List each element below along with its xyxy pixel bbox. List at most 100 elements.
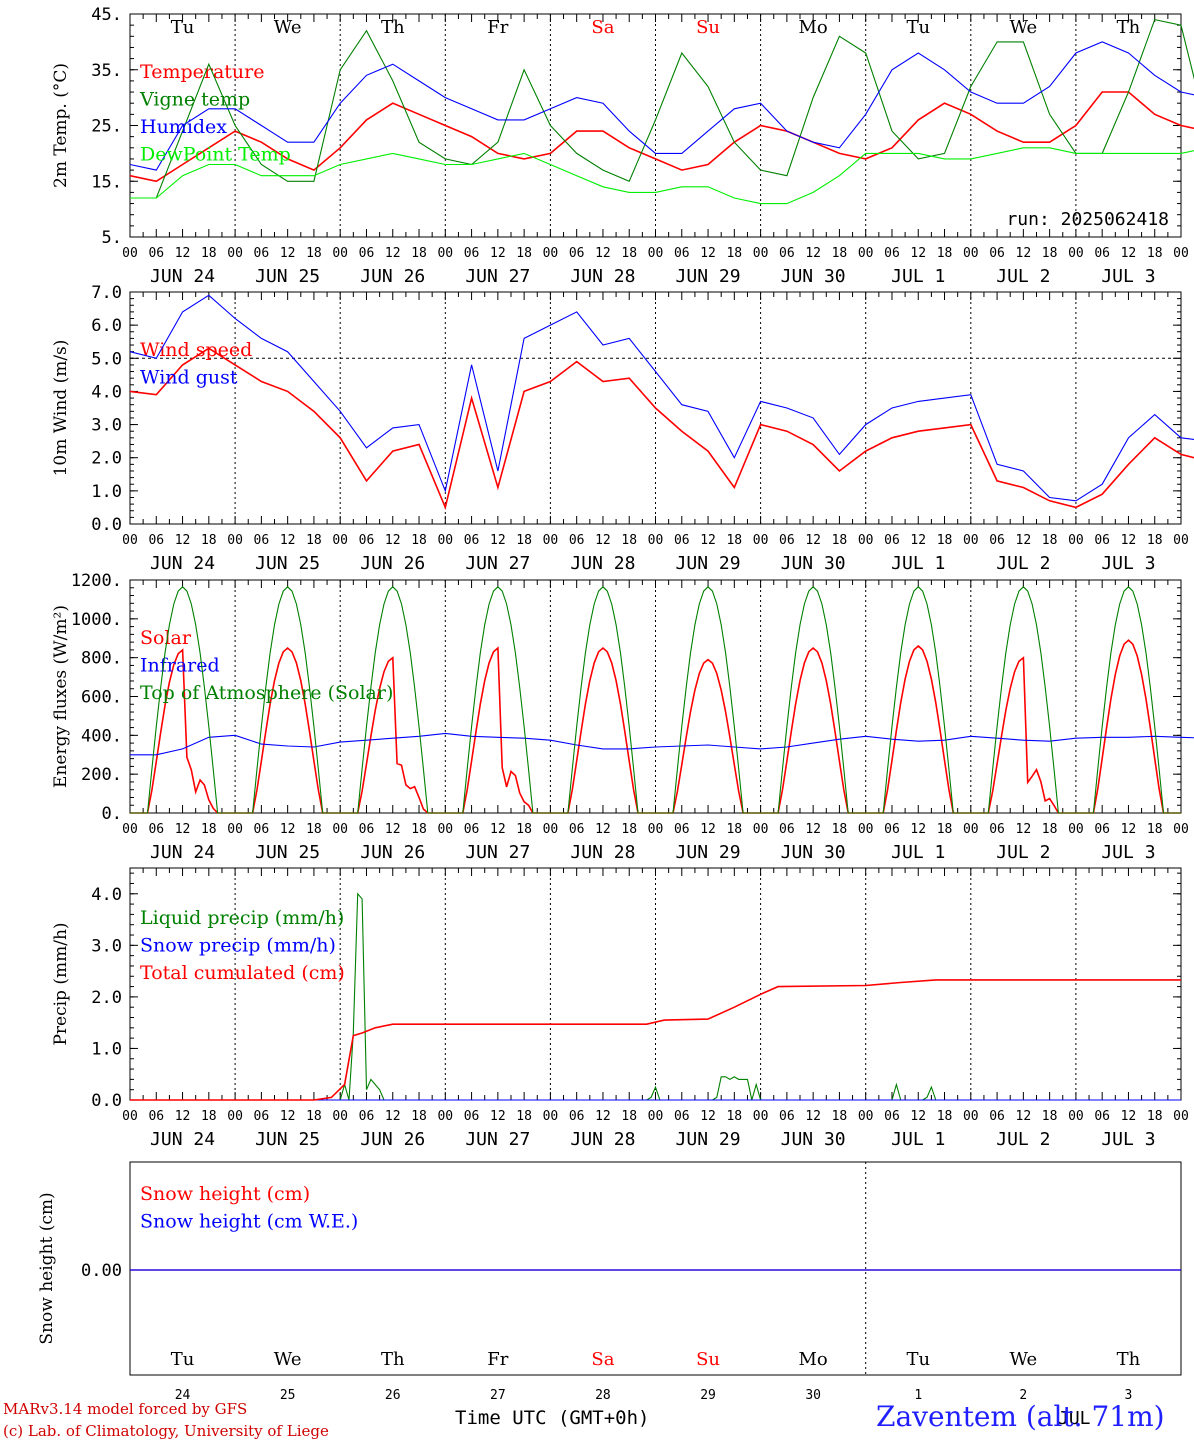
hour-tick-label: 18 [516,1109,532,1124]
legend-entry: Temperature [140,61,264,83]
hour-tick-label: 00 [332,1109,348,1124]
hour-tick-label: 12 [700,533,716,548]
hour-tick-label: 12 [595,822,611,837]
y-axis-label: Snow height (cm) [37,1192,57,1344]
date-label: JUL 3 [1101,266,1155,287]
hour-tick-label: 12 [175,1109,191,1124]
day-of-week-label: Sa [591,17,614,38]
y-tick-label: 6.0 [91,316,122,336]
hour-tick-label: 00 [648,246,664,261]
day-number-label: 30 [805,1388,821,1403]
hour-tick-label: 18 [937,1109,953,1124]
series-line-1 [129,347,1194,510]
date-label: JUL 2 [996,553,1050,574]
day-number-label: 1 [914,1388,922,1403]
hour-tick-label: 18 [201,1109,217,1124]
hour-tick-label: 06 [674,533,690,548]
day-of-week-label: Mo [799,1349,828,1370]
hour-tick-label: 00 [227,1109,243,1124]
date-label: JUN 26 [360,1129,425,1150]
y-axis-label: 10m Wind (m/s) [51,340,71,477]
panel-3: 00 06 12 18 00 06 12 18 00 06 12 18 00 06 12 18 00 06 12 18… [51,571,1194,863]
day-number-label: 28 [595,1388,611,1403]
hour-tick-label: 00 [1173,1109,1189,1124]
date-label: JUL 1 [891,1129,945,1150]
hour-tick-label: 18 [201,822,217,837]
date-label: JUL 2 [996,1129,1050,1150]
date-label: JUN 24 [150,842,215,863]
y-tick-label: 1.0 [91,482,122,502]
series-line-1 [129,91,1194,183]
hour-tick-label: 00 [122,1109,138,1124]
date-label: JUN 26 [360,553,425,574]
hour-tick-label: 18 [726,246,742,261]
x-axis-title: Time UTC (GMT+0h) [455,1407,649,1429]
date-label: JUL 3 [1101,842,1155,863]
hour-tick-label: 18 [832,1109,848,1124]
hour-tick-label: 18 [1147,533,1163,548]
date-label: JUL 3 [1101,1129,1155,1150]
date-label: JUN 27 [465,842,530,863]
hour-tick-label: 12 [700,246,716,261]
hour-tick-label: 18 [411,533,427,548]
date-label: JUN 27 [465,553,530,574]
day-of-week-label: We [274,17,302,38]
y-tick-label: 1.0 [91,1039,122,1059]
legend-entry: Wind speed [140,339,252,361]
hour-tick-label: 18 [832,533,848,548]
hour-tick-label: 00 [753,246,769,261]
hour-tick-label: 00 [437,1109,453,1124]
hour-tick-label: 12 [385,533,401,548]
date-label: JUN 27 [465,266,530,287]
hour-tick-label: 18 [411,246,427,261]
hour-tick-label: 06 [989,246,1005,261]
hour-tick-label: 18 [516,533,532,548]
panel-4: 00 06 12 18 00 06 12 18 00 06 12 18 00 06 12 18 00 06 12 18… [51,867,1189,1150]
hour-tick-label: 12 [385,246,401,261]
hour-tick-label: 12 [1121,1109,1137,1124]
hour-tick-label: 06 [1094,533,1110,548]
hour-tick-label: 18 [937,822,953,837]
hour-tick-label: 12 [490,1109,506,1124]
hour-tick-label: 18 [201,533,217,548]
hour-tick-label: 12 [1121,533,1137,548]
hour-tick-label: 06 [464,246,480,261]
hour-tick-label: 18 [411,1109,427,1124]
hour-tick-label: 06 [989,822,1005,837]
date-label: JUN 25 [255,266,320,287]
hour-tick-label: 00 [1068,246,1084,261]
date-label: JUN 30 [781,1129,846,1150]
day-number-label: 29 [700,1388,716,1403]
date-label: JUN 24 [150,1129,215,1150]
hour-tick-label: 06 [884,1109,900,1124]
hour-tick-label: 06 [569,1109,585,1124]
hour-tick-label: 00 [753,533,769,548]
date-label: JUL 3 [1101,553,1155,574]
hour-tick-label: 18 [201,246,217,261]
hour-tick-label: 00 [122,822,138,837]
series-line-1 [322,892,1181,1101]
hour-tick-label: 18 [306,1109,322,1124]
day-number-label: 26 [385,1388,401,1403]
hour-tick-label: 12 [910,246,926,261]
day-of-week-label: Th [1117,1349,1141,1370]
hour-tick-label: 00 [753,822,769,837]
series-line-2 [130,732,1194,756]
hour-tick-label: 06 [359,246,375,261]
y-tick-label: 1200. [71,571,122,591]
hour-tick-label: 12 [700,1109,716,1124]
date-label: JUN 30 [781,266,846,287]
legend-entry: Liquid precip (mm/h) [140,907,344,929]
hour-tick-label: 18 [726,533,742,548]
panels: 00 06 12 18 00 06 12 18 00 06 12 18 00 06 12 18 00 06 12 18… [37,5,1194,1403]
hour-tick-label: 06 [779,822,795,837]
date-label: JUN 24 [150,553,215,574]
y-axis-label: Energy fluxes (W/m²) [51,605,71,788]
panel-1: 00 06 12 18 00 06 12 18 00 06 12 18 00 06 12 18 00 06 12 18… [51,5,1194,287]
hour-tick-label: 06 [884,533,900,548]
y-tick-label: 5. [102,228,122,248]
day-of-week-label: Tu [171,1349,195,1370]
y-tick-label: 800. [81,649,122,669]
hour-tick-label: 00 [1173,822,1189,837]
hour-tick-label: 00 [858,822,874,837]
